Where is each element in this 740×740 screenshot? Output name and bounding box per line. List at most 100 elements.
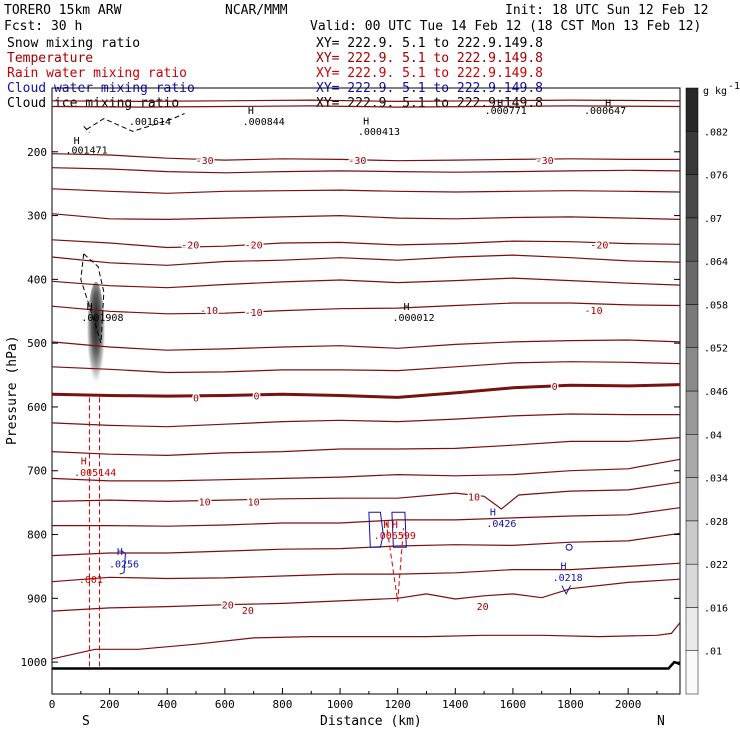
isotherm-label: 20	[222, 601, 234, 612]
colorbar-label: .028	[704, 517, 728, 528]
snow-shading	[87, 282, 105, 398]
max-value-label: .000012	[392, 313, 434, 324]
isotherm--30	[51, 213, 681, 221]
isotherm-10	[51, 458, 681, 482]
y-tick-label: 500	[27, 337, 47, 350]
y-tick-label: 600	[27, 401, 47, 414]
max-value-label: .001471	[65, 146, 107, 157]
colorbar-swatch	[685, 650, 699, 695]
max-value-label: .001	[79, 575, 103, 586]
colorbar-swatch	[685, 390, 699, 435]
isotherm-label: -30	[196, 156, 214, 167]
max-value-label: .000844	[243, 117, 285, 128]
isotherm--30	[51, 188, 681, 194]
isotherm-label: -30	[536, 156, 554, 167]
isotherm-0	[51, 413, 680, 428]
isotherm-10	[51, 532, 681, 557]
isotherm-20	[51, 578, 681, 612]
isotherm--30	[51, 167, 681, 174]
cloud-ice-contour	[80, 252, 105, 344]
y-tick-label: 800	[27, 529, 47, 542]
max-marker: H	[403, 302, 409, 313]
x-tick-label: 1200	[384, 698, 411, 711]
max-marker: H	[560, 562, 566, 573]
y-tick-label: 400	[27, 273, 47, 286]
x-tick-label: 800	[273, 698, 293, 711]
colorbar-label: .076	[704, 171, 728, 182]
colorbar-label: .082	[704, 127, 728, 138]
cloud-water-contour	[368, 511, 384, 548]
isotherm-10	[52, 507, 681, 527]
colorbar-label: .04	[704, 430, 722, 441]
colorbar-label: .022	[704, 560, 728, 571]
legend-field-name: Cloud ice mixing ratio	[7, 96, 179, 111]
colorbar-swatch	[685, 347, 699, 392]
colorbar-swatch	[685, 563, 699, 608]
cloud-water-contour	[561, 585, 571, 595]
field-legend: Snow mixing ratio XY= 222.9. 5.1 to 222.9…	[7, 36, 543, 111]
model-title: TORERO 15km ARW	[4, 3, 122, 18]
isotherm-0	[51, 437, 681, 457]
colorbar-swatch	[685, 477, 699, 522]
isotherm-label: 0	[193, 393, 199, 404]
x-tick-label: 600	[215, 698, 235, 711]
colorbar-label: .034	[704, 474, 728, 485]
isotherm-10	[51, 481, 681, 510]
isotherm--10	[51, 277, 681, 289]
rain-contour-west	[88, 397, 101, 669]
x-tick-label: 1400	[442, 698, 469, 711]
isotherm-label: 10	[199, 497, 211, 508]
colorbar-unit: g kg	[703, 86, 727, 97]
colorbar-swatch	[685, 434, 699, 478]
legend-field-xy: XY= 222.9. 5.1 to 222.9.149.8	[316, 36, 543, 51]
colorbar-label: .016	[704, 603, 728, 614]
colorbar-label: .058	[704, 300, 728, 311]
isotherm-label: 20	[477, 602, 489, 613]
rain-contour-center	[385, 521, 404, 602]
init-time: Init: 18 UTC Sun 12 Feb 12	[505, 3, 709, 18]
isotherm-label: 10	[248, 497, 260, 508]
y-tick-label: 900	[27, 592, 47, 605]
colorbar-label: .01	[704, 647, 722, 658]
max-marker: H	[383, 520, 389, 531]
max-value-label: .0218	[553, 573, 583, 584]
endpoint-south: S	[82, 714, 90, 729]
cloud-ice-contour	[83, 113, 185, 133]
legend-field-name: Snow mixing ratio	[7, 36, 140, 51]
legend-field-xy: XY= 222.9. 5.1 to 222.9.149.8	[316, 51, 543, 66]
max-value-label: .0256	[109, 560, 139, 571]
colorbar-label: .07	[704, 214, 722, 225]
max-value-label: .001908	[81, 313, 123, 324]
max-marker: H	[117, 547, 123, 558]
colorbar-swatch	[685, 260, 699, 305]
isotherm--20	[51, 239, 681, 249]
isotherm-label: -20	[245, 240, 263, 251]
max-marker: H	[74, 136, 80, 147]
colorbar-unit-exponent: -1	[728, 81, 740, 92]
x-tick-label: 400	[157, 698, 177, 711]
colorbar-swatch	[685, 87, 699, 132]
isotherm-label: 0	[254, 391, 260, 402]
colorbar-swatch	[685, 607, 699, 651]
cloud-water-contour	[119, 550, 126, 575]
isotherm-label: -10	[585, 306, 603, 317]
isotherm-20	[51, 562, 681, 583]
y-tick-label: 300	[27, 210, 47, 223]
max-marker: H	[392, 520, 398, 531]
legend-field-name: Rain water mixing ratio	[7, 66, 187, 81]
max-value-label: .0426	[486, 519, 516, 530]
isotherm--40	[51, 105, 681, 108]
colorbar-swatch	[685, 131, 699, 175]
max-value-label: .005144	[74, 468, 116, 479]
isotherm-label: -20	[181, 240, 199, 251]
cloud-water-contour	[565, 543, 573, 551]
max-marker: H	[363, 116, 369, 127]
colorbar-swatch	[685, 174, 699, 219]
y-tick-label: 200	[27, 146, 47, 159]
isotherm--40	[51, 99, 681, 103]
plot-frame	[51, 87, 681, 695]
isotherm--20	[51, 254, 681, 266]
isotherm-20	[51, 622, 681, 660]
